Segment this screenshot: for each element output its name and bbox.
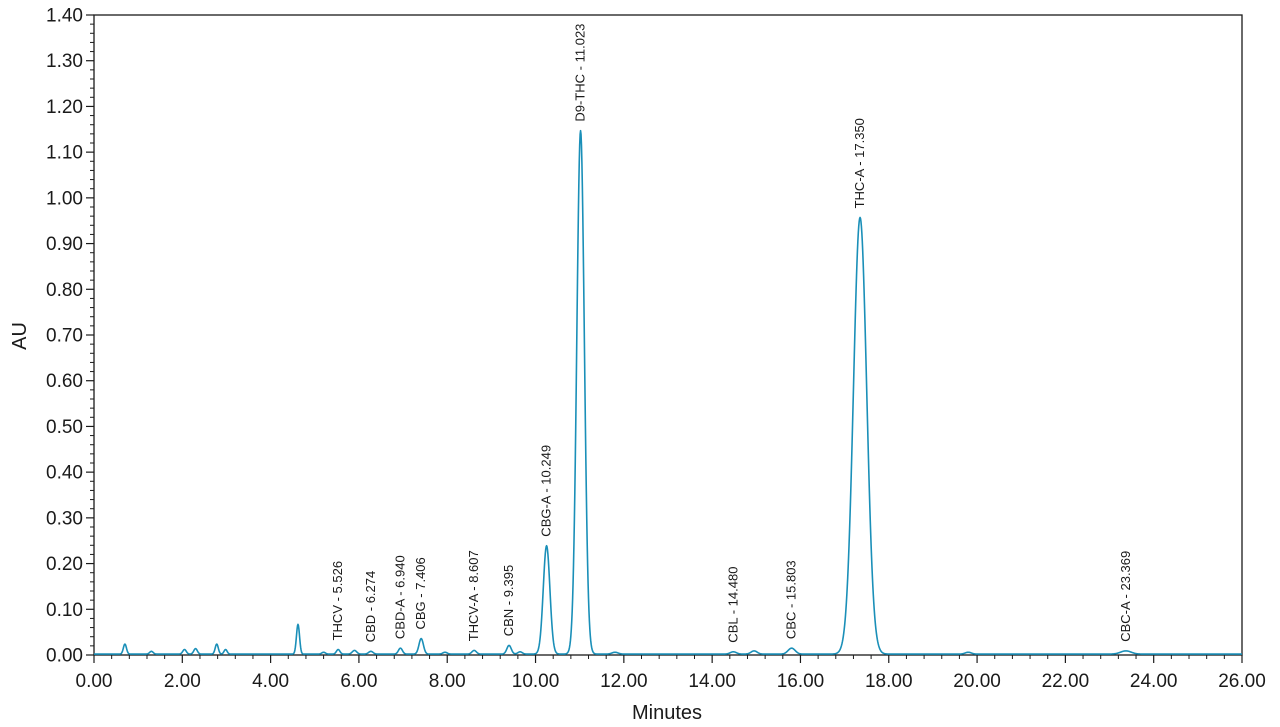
peak-label-layer: THCV - 5.526 CBD - 6.274 CBD-A - 6.940 CBG …: [330, 24, 1133, 643]
y-tick-label: 0.50: [46, 417, 83, 438]
trace-layer: [93, 129, 1243, 655]
y-tick-label: 0.90: [46, 234, 83, 255]
peak-label: CBG - 7.406: [413, 557, 428, 629]
x-tick-label: 20.00: [953, 671, 1001, 692]
plot-frame: [93, 14, 1243, 656]
peak-label: THCV-A - 8.607: [466, 550, 481, 641]
y-tick-label: 1.20: [46, 97, 83, 118]
x-tick-label: 10.00: [512, 671, 560, 692]
x-tick-label: 4.00: [252, 671, 289, 692]
peak-label: CBC - 15.803: [784, 560, 799, 639]
peak-label: CBD-A - 6.940: [392, 555, 407, 639]
y-tick-label: 0.70: [46, 326, 83, 347]
y-tick-label: 1.40: [46, 6, 83, 27]
x-tick-label: 6.00: [340, 671, 377, 692]
x-tick-label: 8.00: [429, 671, 466, 692]
peak-label: CBG-A - 10.249: [539, 445, 554, 537]
x-tick-label: 2.00: [164, 671, 201, 692]
x-axis-title: Minutes: [632, 702, 702, 724]
x-tick-label: 24.00: [1130, 671, 1178, 692]
y-tick-label: 0.00: [46, 646, 83, 667]
peak-label: CBC-A - 23.369: [1118, 551, 1133, 642]
y-tick-label: 0.40: [46, 463, 83, 484]
peak-label: THC-A - 17.350: [852, 118, 867, 208]
y-tick-label: 0.60: [46, 371, 83, 392]
axes-layer: 0.00 0.10 0.20 0.30 0.40 0.50 0.60 0.70 0.80 0.90…: [46, 6, 1266, 693]
x-tick-label: 18.00: [865, 671, 913, 692]
x-tick-label: 14.00: [688, 671, 736, 692]
x-tick-label: 0.00: [76, 671, 113, 692]
x-tick-label: 16.00: [777, 671, 825, 692]
y-tick-label: 1.30: [46, 51, 83, 72]
y-tick-label: 0.10: [46, 600, 83, 621]
x-tick-label: 22.00: [1042, 671, 1090, 692]
y-tick-label: 1.00: [46, 188, 83, 209]
peak-label: CBL - 14.480: [725, 567, 740, 643]
y-tick-label: 0.30: [46, 508, 83, 529]
y-tick-label: 0.80: [46, 280, 83, 301]
peak-label: CBD - 6.274: [363, 571, 378, 643]
y-axis-title: AU: [9, 322, 31, 350]
peak-label: CBN - 9.395: [501, 565, 516, 637]
y-tick-label: 0.20: [46, 554, 83, 575]
peak-label: D9-THC - 11.023: [573, 24, 588, 122]
peak-label: THCV - 5.526: [330, 561, 345, 640]
y-tick-label: 1.10: [46, 143, 83, 164]
x-tick-label: 26.00: [1218, 671, 1266, 692]
chromatogram-trace: [93, 129, 1243, 655]
x-tick-label: 12.00: [600, 671, 648, 692]
